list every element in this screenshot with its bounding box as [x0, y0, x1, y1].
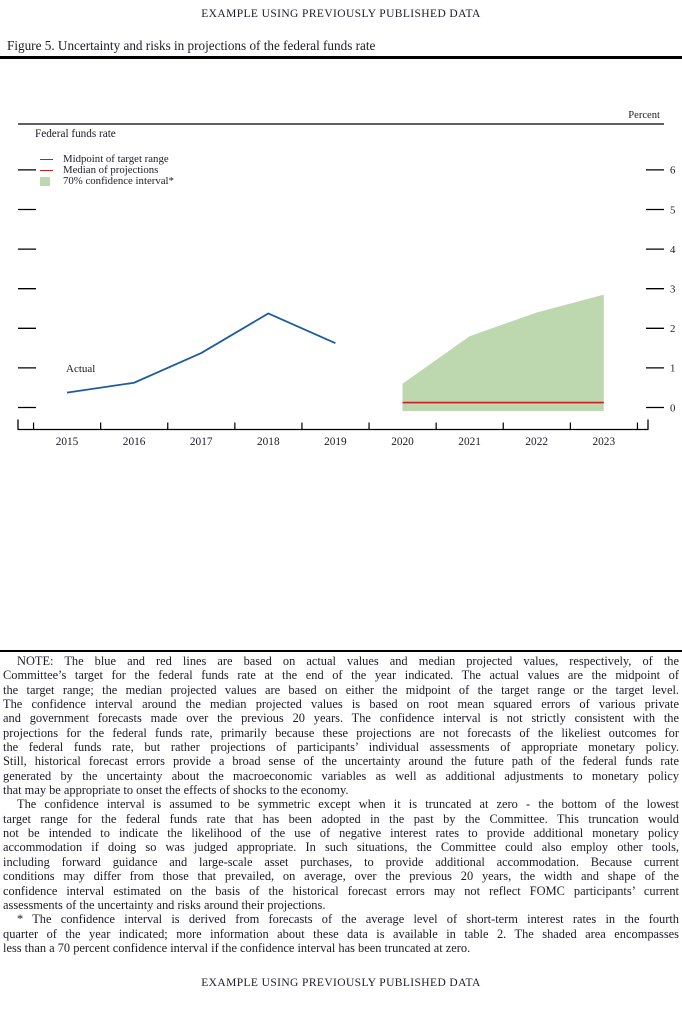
- note-line: and government forecasts made over the p…: [3, 711, 679, 726]
- fan-chart: 0 1 2 3 4 5 6 2015 2016 2017 2018 2019 2020 2021 2022 2…: [17, 123, 676, 448]
- note-line: The confidence interval around the media…: [3, 697, 679, 712]
- note-paragraph: * The confidence interval is derived fro…: [3, 912, 679, 955]
- note-line: Still, historical forecast errors provid…: [3, 754, 679, 769]
- x-tick-label: 2019: [324, 436, 347, 448]
- note-line: Committee’s target for the federal funds…: [3, 668, 679, 683]
- note-paragraph: NOTE: The blue and red lines are based o…: [3, 654, 679, 797]
- green-square-swatch: [40, 176, 50, 187]
- note-line: the federal funds rate, but rather proje…: [3, 740, 679, 755]
- legend-label: 70% confidence interval*: [63, 174, 174, 187]
- legend-item: Median of projections: [40, 165, 174, 176]
- legend-item: Midpoint of target range: [40, 154, 174, 165]
- note-line: assessments of the uncertainty and risks…: [3, 897, 326, 912]
- note-line: including forward guidance and large-sca…: [3, 854, 679, 869]
- actual-annotation: Actual: [66, 363, 96, 375]
- y-tick-label: 5: [670, 204, 675, 216]
- note-line: target range for the federal funds rate …: [3, 811, 679, 826]
- note-line: generated by the uncertainty about the m…: [3, 768, 679, 783]
- note-paragraph: The confidence interval is assumed to be…: [3, 797, 679, 912]
- note-line: The confidence interval is assumed to be…: [17, 797, 679, 812]
- y-tick-label: 1: [670, 363, 675, 375]
- note-line: confidence interval estimated on the bas…: [3, 883, 679, 898]
- notes: NOTE: The blue and red lines are based o…: [3, 654, 679, 955]
- x-tick-label: 2016: [123, 436, 146, 448]
- y-tick-label: 2: [670, 323, 675, 335]
- red-dash-swatch: [40, 169, 53, 172]
- confidence-band: [402, 294, 604, 411]
- legend-label: Median of projections: [63, 163, 159, 176]
- note-line: accommodation if doing so was judged app…: [3, 840, 679, 855]
- x-tick-label: 2023: [593, 436, 616, 448]
- note-line: quarter of the year indicated; more info…: [3, 926, 679, 941]
- note-line: not be intended to indicate the likeliho…: [3, 826, 679, 841]
- note-line: * The confidence interval is derived fro…: [17, 912, 679, 927]
- chart-legend: Midpoint of target range Median of projec…: [40, 154, 174, 187]
- legend-item: 70% confidence interval*: [40, 174, 174, 187]
- note-line: the target range; the median projected v…: [3, 682, 679, 697]
- x-tick-label: 2020: [391, 436, 414, 448]
- y-tick-label: 3: [670, 284, 675, 296]
- legend-label: Midpoint of target range: [63, 153, 169, 165]
- chart-subtitle: Federal funds rate: [35, 128, 116, 140]
- note-line: less than a 70 percent confidence interv…: [3, 940, 471, 955]
- x-tick-label: 2018: [257, 436, 280, 448]
- x-tick-label: 2022: [525, 436, 548, 448]
- figure-title: Figure 5. Uncertainty and risks in proje…: [7, 38, 376, 53]
- blue-dash-swatch: [40, 158, 53, 161]
- notes-rule: [0, 650, 682, 652]
- note-line: projections for the federal funds rate, …: [3, 725, 679, 740]
- y-tick-label: 6: [670, 165, 676, 177]
- note-line: NOTE: The blue and red lines are based o…: [17, 654, 679, 668]
- x-tick-label: 2015: [56, 436, 79, 448]
- x-tick-label: 2017: [190, 436, 213, 448]
- x-tick-label: 2021: [458, 436, 481, 448]
- title-rule: [0, 56, 682, 59]
- actual-rate-line: [66, 312, 336, 394]
- note-line: conditions may differ from those that pr…: [3, 869, 679, 884]
- note-line: that may be appropriate to onset the eff…: [3, 783, 349, 798]
- running-head: EXAMPLE USING PREVIOUSLY PUBLISHED DATA: [201, 8, 481, 20]
- y-tick-label: 0: [670, 402, 675, 414]
- y-tick-label: 4: [670, 244, 676, 256]
- y-axis-unit-label: Percent: [628, 110, 660, 121]
- running-foot: EXAMPLE USING PREVIOUSLY PUBLISHED DATA: [201, 977, 481, 989]
